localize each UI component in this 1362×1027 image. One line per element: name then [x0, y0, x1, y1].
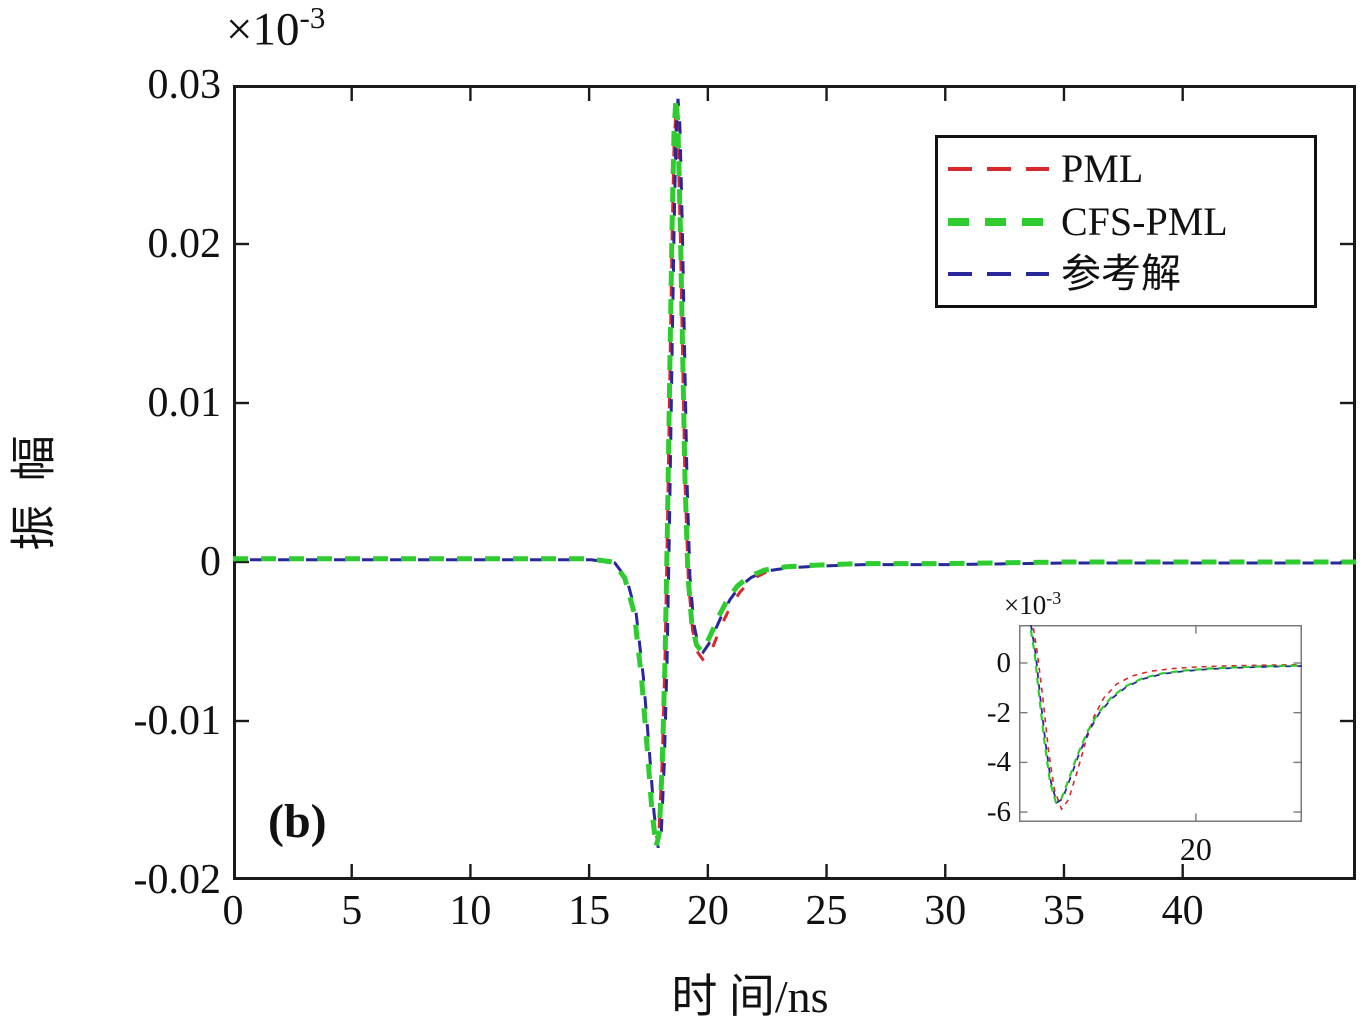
- main-plot-x-tick-label: 0: [222, 888, 244, 934]
- main-plot-x-tick-label: 25: [805, 888, 848, 934]
- inset-plot-frame: [1019, 625, 1302, 822]
- inset-plot-y-tick-label: -4: [986, 746, 1011, 779]
- legend-line-reference-icon: [948, 271, 1049, 276]
- legend-label-pml: PML: [1061, 146, 1144, 192]
- main-plot-x-tick-label: 5: [341, 888, 363, 934]
- legend-box: PML CFS-PML 参考解: [935, 135, 1317, 308]
- legend-label-cfs-pml: CFS-PML: [1061, 198, 1228, 244]
- legend-item-cfs-pml: CFS-PML: [946, 199, 1314, 245]
- y-axis-title: 振 幅: [8, 429, 60, 551]
- panel-label: (b): [268, 795, 327, 848]
- main-plot-y-tick-label: -0.01: [133, 698, 222, 744]
- inset-plot-y-tick-label: 0: [996, 647, 1012, 679]
- main-plot-frame: [233, 85, 1356, 880]
- main-plot-svg: [233, 85, 1356, 880]
- main-plot-x-tick-label: 15: [568, 888, 611, 934]
- main-plot-y-tick-label: 0.01: [147, 380, 222, 426]
- main-plot-y-tick-label: 0.03: [147, 62, 222, 108]
- y-axis-multiplier: ×10-3: [226, 0, 325, 57]
- inset-plot-x-tick-label: 20: [1179, 831, 1212, 867]
- inset-multiplier-base: ×10: [1004, 590, 1047, 620]
- main-plot-y-tick-label: -0.02: [133, 857, 222, 903]
- legend-label-reference: 参考解: [1061, 250, 1181, 296]
- main-plot-x-tick-label: 40: [1161, 888, 1204, 934]
- x-axis-title: 时 间/ns: [671, 971, 829, 1022]
- inset-multiplier-exponent: -3: [1046, 588, 1062, 608]
- inset-plot-svg: [1019, 625, 1302, 822]
- main-plot-x-tick-label: 30: [924, 888, 967, 934]
- y-axis-multiplier-base: ×10: [226, 3, 300, 56]
- main-plot-x-tick-label: 20: [686, 888, 729, 934]
- main-plot-x-tick-label: 10: [449, 888, 492, 934]
- legend-line-cfs-pml-icon: [948, 217, 1049, 226]
- y-axis-multiplier-exponent: -3: [299, 0, 326, 35]
- curve-CFS-PML: [1028, 625, 1302, 804]
- legend-line-pml-icon: [948, 167, 1049, 172]
- main-plot-y-tick-label: 0.02: [147, 221, 222, 267]
- curve-PML: [1031, 625, 1302, 811]
- main-plot-x-tick-label: 35: [1042, 888, 1085, 934]
- curve-CFS-PML: [233, 97, 1356, 848]
- main-plot-y-tick-label: 0: [200, 539, 221, 585]
- legend-item-pml: PML: [946, 146, 1314, 192]
- inset-plot-y-tick-label: -6: [986, 796, 1011, 829]
- legend-item-reference: 参考解: [946, 251, 1314, 297]
- inset-plot-y-tick-label: -2: [986, 696, 1011, 729]
- inset-y-axis-multiplier: ×10-3: [1004, 588, 1061, 621]
